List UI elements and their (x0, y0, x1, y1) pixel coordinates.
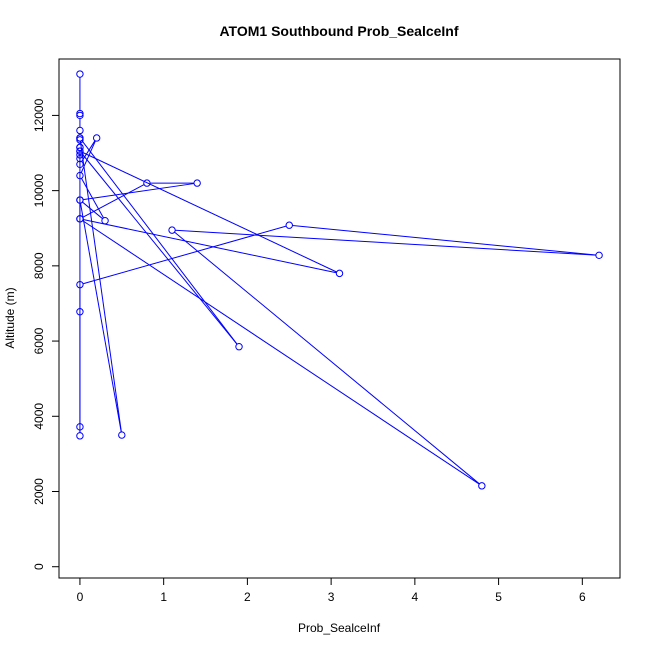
x-tick-label: 6 (579, 590, 586, 604)
data-point (76, 147, 84, 155)
chart-title: ATOM1 Southbound Prob_SealceInf (219, 23, 458, 39)
y-tick-label: 2000 (32, 478, 46, 505)
data-point (76, 196, 84, 204)
data-point (76, 154, 84, 163)
series-segment (82, 152, 337, 273)
x-tick-label: 0 (77, 590, 84, 604)
data-point (76, 215, 84, 223)
data-point (76, 109, 84, 118)
series-segment (80, 203, 122, 433)
data-point (76, 308, 84, 316)
plot-frame (58, 58, 621, 579)
x-tick-label: 5 (495, 590, 502, 604)
data-point (76, 136, 84, 144)
data-point (76, 111, 84, 120)
series-segment (175, 229, 596, 256)
series-segment (81, 140, 96, 162)
data-point (595, 251, 603, 260)
data-point (143, 179, 151, 187)
series-segment (292, 225, 596, 256)
series-segment (83, 183, 195, 201)
data-point (335, 269, 344, 278)
data-point (76, 280, 84, 289)
x-tick-label: 2 (244, 590, 251, 604)
y-tick-label: 10000 (32, 174, 46, 208)
series-segment (82, 219, 337, 274)
x-tick-label: 4 (412, 590, 419, 604)
data-point (101, 217, 109, 225)
series-segment (174, 231, 480, 485)
series-segment (81, 140, 238, 345)
y-tick-label: 6000 (32, 327, 46, 354)
data-point (76, 432, 84, 440)
data-point (76, 70, 84, 78)
series-segment (82, 184, 145, 218)
data-point (76, 151, 84, 159)
x-axis-label: Prob_SealceInf (298, 621, 381, 635)
series-segment (82, 220, 480, 485)
x-tick-label: 3 (328, 590, 335, 604)
y-tick-label: 4000 (32, 403, 46, 430)
series-segment (79, 141, 122, 432)
data-point (193, 179, 201, 187)
x-axis: 0 1 2 3 4 5 6 (77, 577, 586, 604)
data-point (76, 143, 84, 152)
data-point (235, 343, 243, 351)
data-point (76, 160, 84, 169)
series-segment (82, 225, 287, 285)
data-point (76, 171, 84, 180)
data-point (118, 431, 126, 439)
y-axis: 0 2000 4000 6000 8000 10000 12000 (32, 98, 60, 570)
x-tick-label: 1 (160, 590, 167, 604)
series-segment (82, 201, 103, 220)
data-point (76, 134, 84, 142)
data-point (76, 126, 84, 135)
y-tick-label: 12000 (32, 98, 46, 132)
data-point (478, 482, 486, 490)
data-point (285, 221, 293, 229)
series-segment (81, 153, 238, 345)
data-point (76, 423, 84, 431)
series-layer (76, 70, 603, 490)
y-axis-label: Altitude (m) (3, 287, 17, 348)
y-tick-label: 0 (32, 563, 46, 570)
data-point (168, 226, 176, 234)
y-tick-label: 8000 (32, 252, 46, 279)
data-point (92, 134, 101, 142)
